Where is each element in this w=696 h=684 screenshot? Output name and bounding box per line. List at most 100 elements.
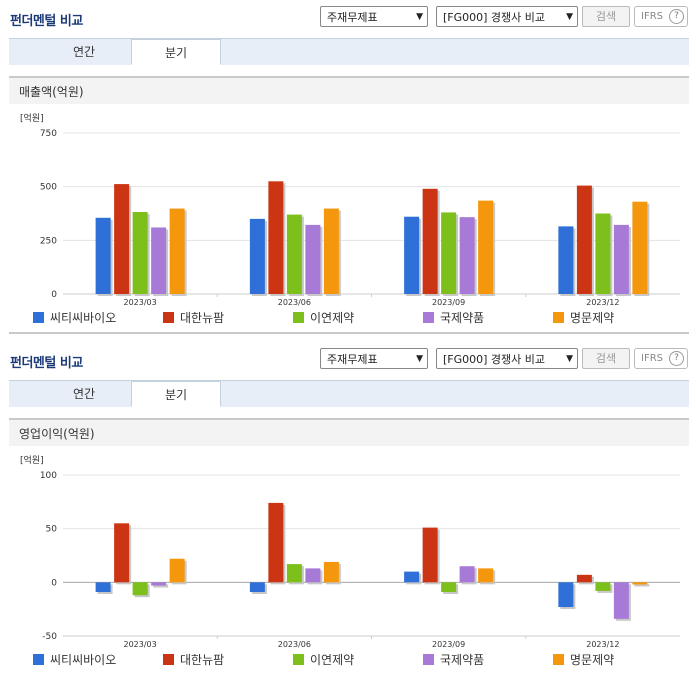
- bar: [132, 211, 148, 294]
- bar: [249, 582, 265, 592]
- bar: [151, 227, 167, 294]
- bar: [95, 582, 111, 592]
- comparison-group-select[interactable]: [FG000] 경쟁사 비교 ▼: [436, 348, 578, 369]
- legend-swatch: [293, 312, 304, 323]
- legend-label: 국제약품: [440, 653, 485, 667]
- statement-type-select[interactable]: 주재무제표 ▼: [320, 348, 428, 369]
- tab-quarterly[interactable]: 분기: [131, 381, 221, 407]
- x-tick-label: 2023/06: [278, 640, 311, 649]
- y-tick-label: 0: [51, 290, 57, 300]
- legend-swatch: [163, 654, 174, 665]
- bar: [169, 558, 185, 583]
- x-tick-label: 2023/06: [278, 298, 311, 307]
- bar: [95, 217, 111, 294]
- legend-label: 이연제약: [310, 653, 355, 667]
- bar: [114, 523, 130, 583]
- ifrs-button[interactable]: IFRS?: [634, 348, 688, 369]
- legend-item[interactable]: 씨티씨바이오: [33, 310, 116, 326]
- search-button[interactable]: 검색: [582, 6, 630, 27]
- bar: [323, 561, 339, 583]
- bar: [132, 582, 148, 596]
- bar: [632, 582, 648, 585]
- y-tick-label: 500: [40, 183, 57, 193]
- legend-item[interactable]: 대한뉴팜: [163, 652, 224, 668]
- y-tick-label: 50: [46, 525, 58, 535]
- legend-swatch: [553, 654, 564, 665]
- statement-type-select[interactable]: 주재무제표 ▼: [320, 6, 428, 27]
- legend-swatch: [163, 312, 174, 323]
- y-tick-label: 0: [51, 578, 57, 588]
- bar: [404, 571, 420, 583]
- panel-revenue: 펀더멘털 비교 주재무제표 ▼ [FG000] 경쟁사 비교 ▼ 검색 IFRS? …: [9, 6, 693, 334]
- legend: 씨티씨바이오 대한뉴팜 이연제약 국제약품 명문제약: [33, 310, 693, 326]
- legend-swatch: [33, 654, 44, 665]
- legend-swatch: [33, 312, 44, 323]
- tab-quarterly[interactable]: 분기: [131, 39, 221, 65]
- section-title: 영업이익(억원): [9, 418, 689, 446]
- bar: [478, 200, 494, 294]
- legend-label: 이연제약: [310, 311, 355, 325]
- ifrs-button[interactable]: IFRS?: [634, 6, 688, 27]
- section-title: 매출액(억원): [9, 76, 689, 104]
- legend-item[interactable]: 명문제약: [553, 652, 614, 668]
- legend-label: 명문제약: [570, 311, 615, 325]
- comparison-group-select[interactable]: [FG000] 경쟁사 비교 ▼: [436, 6, 578, 27]
- legend-swatch: [553, 312, 564, 323]
- bar: [441, 212, 457, 294]
- bar: [422, 188, 438, 294]
- bar: [268, 502, 284, 583]
- tab-annual[interactable]: 연간: [72, 387, 96, 401]
- legend-item[interactable]: 국제약품: [423, 310, 484, 326]
- divider: [9, 332, 689, 334]
- chevron-down-icon: ▼: [416, 354, 423, 364]
- y-tick-label: 250: [40, 236, 57, 246]
- bar: [305, 224, 321, 294]
- x-tick-label: 2023/09: [432, 298, 465, 307]
- legend: 씨티씨바이오 대한뉴팜 이연제약 국제약품 명문제약: [33, 652, 693, 668]
- bar-shadow: [634, 584, 650, 587]
- bar: [286, 564, 302, 583]
- x-tick-label: 2023/09: [432, 640, 465, 649]
- chevron-down-icon: ▼: [566, 354, 573, 364]
- x-tick-label: 2023/03: [124, 640, 157, 649]
- bar: [478, 568, 494, 583]
- legend-swatch: [423, 312, 434, 323]
- bar: [595, 213, 611, 294]
- bar: [595, 582, 611, 591]
- legend-item[interactable]: 이연제약: [293, 310, 354, 326]
- legend-label: 명문제약: [570, 653, 615, 667]
- legend-item[interactable]: 명문제약: [553, 310, 614, 326]
- x-tick-label: 2023/12: [586, 640, 619, 649]
- bar: [558, 226, 574, 294]
- bar: [613, 582, 629, 619]
- legend-item[interactable]: 대한뉴팜: [163, 310, 224, 326]
- bar: [576, 574, 592, 583]
- legend-label: 대한뉴팜: [180, 311, 225, 325]
- tab-annual[interactable]: 연간: [72, 45, 96, 59]
- bar: [613, 224, 629, 294]
- search-button[interactable]: 검색: [582, 348, 630, 369]
- help-icon: ?: [669, 9, 684, 24]
- panel-operating-income: 펀더멘털 비교 주재무제표 ▼ [FG000] 경쟁사 비교 ▼ 검색 IFRS? …: [0, 342, 696, 684]
- legend-swatch: [423, 654, 434, 665]
- x-tick-label: 2023/12: [586, 298, 619, 307]
- bar: [286, 214, 302, 294]
- legend-label: 씨티씨바이오: [50, 653, 117, 667]
- bar: [441, 582, 457, 592]
- bar: [249, 218, 265, 294]
- legend-swatch: [293, 654, 304, 665]
- bar-shadow: [153, 584, 169, 588]
- legend-label: 씨티씨바이오: [50, 311, 117, 325]
- y-tick-label: 100: [40, 471, 57, 481]
- period-tabs: 연간 분기: [9, 380, 689, 407]
- panel-title: 펀더멘털 비교: [10, 356, 83, 371]
- bar: [151, 582, 167, 586]
- y-tick-label: 750: [40, 129, 57, 139]
- legend-item[interactable]: 국제약품: [423, 652, 484, 668]
- help-icon: ?: [669, 351, 684, 366]
- unit-label: [억원]: [20, 112, 44, 124]
- legend-item[interactable]: 이연제약: [293, 652, 354, 668]
- legend-item[interactable]: 씨티씨바이오: [33, 652, 116, 668]
- bar: [459, 217, 475, 294]
- bar: [422, 527, 438, 583]
